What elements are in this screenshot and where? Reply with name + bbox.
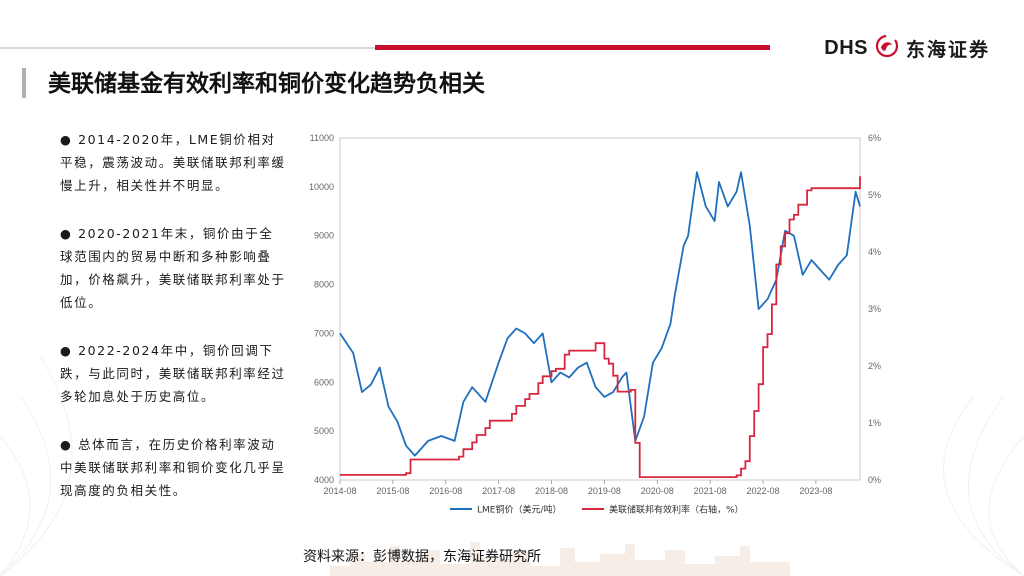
brand-chinese: 东海证券 — [905, 38, 990, 61]
plot-frame — [339, 137, 861, 481]
bullet-item: ● 2022-2024年中，铜价回调下跌，与此同时，美联储联邦利率经过多轮加息处… — [60, 343, 286, 404]
x-tick-label: 2016-08 — [429, 486, 462, 496]
brand-logo: DHS 东海证券 — [824, 33, 990, 63]
y-left-tick-label: 7000 — [314, 328, 334, 338]
source-note: 资料来源：彭博数据，东海证券研究所 — [303, 549, 541, 565]
x-tick-label: 2017-08 — [482, 486, 515, 496]
y-left-tick-label: 5000 — [314, 426, 334, 436]
bullet-item: ● 2020-2021年末，铜价由于全球范围内的贸易中断和多种影响叠加，价格飙升… — [60, 226, 286, 310]
y-right-tick-label: 1% — [868, 418, 881, 428]
y-left-tick-label: 8000 — [314, 280, 334, 290]
copper-price-line — [339, 171, 861, 457]
header-divider — [0, 47, 375, 49]
x-tick-label: 2020-08 — [641, 486, 674, 496]
y-right-tick-label: 2% — [868, 361, 881, 371]
copper-vs-fed-rate-chart: 4000 5000 6000 7000 8000 9000 10000 11000 0% 1% 2%… — [309, 133, 881, 516]
y-right-tick-label: 5% — [868, 190, 881, 200]
skyline-decoration — [330, 542, 790, 576]
y-left-tick-label: 4000 — [314, 475, 334, 485]
y-right-tick-label: 4% — [868, 247, 881, 257]
y-right-tick-label: 3% — [868, 304, 881, 314]
x-tick-label: 2023-08 — [799, 486, 832, 496]
y-right-tick-label: 6% — [868, 133, 881, 143]
bullet-item: ● 2014-2020年，LME铜价相对平稳，震荡波动。美联储联邦利率缓慢上升，… — [60, 132, 286, 193]
y-right-tick-label: 0% — [868, 475, 881, 485]
y-left-tick-label: 9000 — [314, 231, 334, 241]
bullet-item: ● 总体而言，在历史价格利率波动中美联储联邦利率和铜价变化几乎呈现高度的负相关性… — [60, 437, 286, 498]
corner-decoration-right — [943, 396, 1024, 576]
bullet-list: ● 2014-2020年，LME铜价相对平稳，震荡波动。美联储联邦利率缓慢上升，… — [60, 128, 286, 527]
corner-decoration-left — [0, 356, 73, 576]
y-left-tick-label: 6000 — [314, 377, 334, 387]
title-marker — [22, 68, 26, 98]
brand-latin: DHS — [824, 36, 868, 59]
y-left-tick-label: 11000 — [310, 133, 334, 143]
header-accent-line — [375, 45, 770, 50]
page-title: 美联储基金有效利率和铜价变化趋势负相关 — [48, 71, 485, 97]
y-left-tick-label: 10000 — [309, 182, 334, 192]
x-tick-label: 2018-08 — [535, 486, 568, 496]
x-tick-label: 2015-08 — [376, 486, 409, 496]
legend-label-rate: 美联储联邦有效利率（右轴，%） — [609, 504, 744, 516]
dragon-icon — [874, 33, 900, 63]
fed-rate-line — [340, 176, 861, 478]
x-tick-label: 2019-08 — [588, 486, 621, 496]
x-tick-label: 2022-08 — [747, 486, 780, 496]
legend-label-copper: LME铜价（美元/吨） — [477, 504, 562, 516]
x-tick-label: 2014-08 — [323, 486, 356, 496]
x-tick-label: 2021-08 — [694, 486, 727, 496]
